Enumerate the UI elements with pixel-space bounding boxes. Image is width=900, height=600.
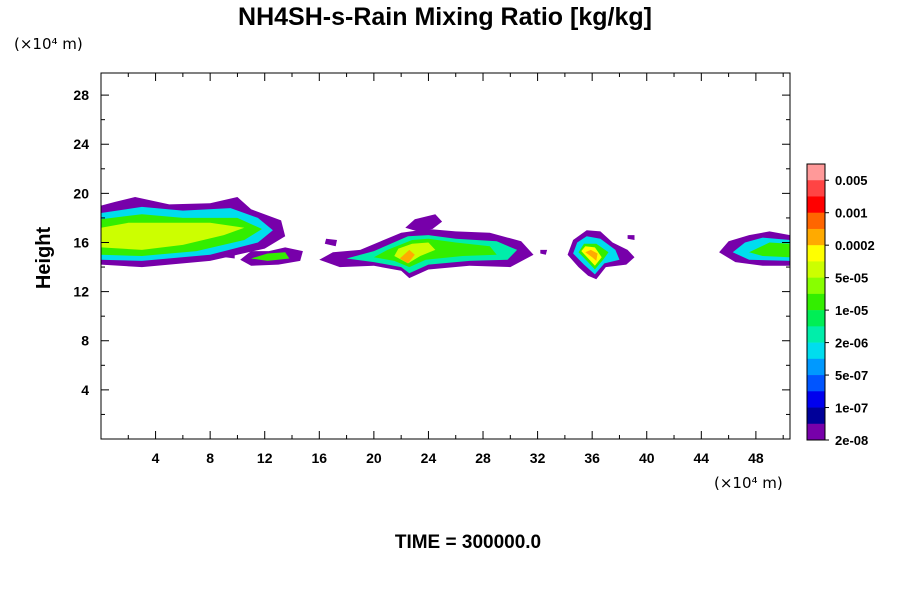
contour-patch-small-level-0 bbox=[627, 235, 635, 240]
colorbar-swatch bbox=[807, 358, 825, 376]
y-tick-label: 4 bbox=[81, 382, 89, 398]
contour-cloud-c-level-12 bbox=[399, 249, 415, 264]
colorbar-swatch bbox=[807, 164, 825, 181]
colorbar: 0.005 0.001 0.0002 5e-05 1e-05 2e-06 5e-07 1e-0… bbox=[806, 163, 875, 448]
contour-patch-small-level-0 bbox=[540, 249, 548, 255]
contour-patch-top-level-0 bbox=[405, 214, 443, 232]
contour-cloud-d-level-12 bbox=[585, 249, 598, 261]
colorbar-swatch bbox=[807, 196, 825, 214]
contour-regions bbox=[101, 197, 790, 280]
y-axis-label: Height bbox=[33, 227, 55, 290]
colorbar-swatch bbox=[807, 245, 825, 262]
y-tick-label: 12 bbox=[73, 284, 89, 300]
chart-title: NH4SH-s-Rain Mixing Ratio [kg/kg] bbox=[238, 3, 652, 31]
y-tick-label: 20 bbox=[73, 185, 89, 201]
colorbar-swatch bbox=[807, 277, 825, 295]
y-tick-label: 24 bbox=[73, 136, 89, 152]
colorbar-swatch bbox=[807, 375, 825, 392]
colorbar-swatch bbox=[807, 310, 825, 327]
x-tick-label: 4 bbox=[152, 450, 160, 466]
x-tick-label: 8 bbox=[206, 450, 214, 466]
x-tick-label: 12 bbox=[257, 450, 273, 466]
colorbar-frame bbox=[806, 163, 826, 441]
colorbar-label: 0.0002 bbox=[835, 238, 875, 253]
x-tick-label: 36 bbox=[584, 450, 600, 466]
colorbar-swatch bbox=[807, 342, 825, 360]
x-tick-label: 24 bbox=[421, 450, 437, 466]
x-unit-label: (×10⁴ m) bbox=[714, 474, 783, 492]
colorbar-swatch bbox=[807, 407, 825, 425]
x-tick-label: 48 bbox=[748, 450, 764, 466]
contour-cloud-b-level-8 bbox=[251, 252, 290, 261]
colorbar-swatch bbox=[807, 423, 825, 441]
colorbar-swatch bbox=[807, 293, 825, 311]
colorbar-label: 0.005 bbox=[835, 173, 868, 188]
colorbar-swatch bbox=[807, 391, 825, 408]
contour-patch-small-level-0 bbox=[225, 253, 235, 259]
colorbar-label: 2e-08 bbox=[835, 433, 868, 448]
colorbar-swatch bbox=[807, 326, 825, 343]
x-tick-label: 28 bbox=[475, 450, 491, 466]
time-label: TIME = 300000.0 bbox=[395, 532, 541, 553]
y-tick-label: 16 bbox=[73, 234, 89, 250]
x-tick-label: 32 bbox=[530, 450, 546, 466]
plot-frame bbox=[100, 72, 791, 440]
x-tick-label: 16 bbox=[312, 450, 328, 466]
colorbar-swatch bbox=[807, 261, 825, 278]
x-tick-label: 44 bbox=[694, 450, 710, 466]
colorbar-label: 5e-07 bbox=[835, 368, 868, 383]
colorbar-swatch bbox=[807, 180, 825, 197]
colorbar-label: 5e-05 bbox=[835, 271, 868, 286]
x-tick-label: 40 bbox=[639, 450, 655, 466]
colorbar-label: 2e-06 bbox=[835, 336, 868, 351]
colorbar-label: 1e-07 bbox=[835, 401, 868, 416]
y-tick-label: 8 bbox=[81, 333, 89, 349]
colorbar-swatch bbox=[807, 228, 825, 246]
colorbar-label: 0.001 bbox=[835, 206, 868, 221]
x-tick-label: 20 bbox=[366, 450, 382, 466]
y-tick-label: 28 bbox=[73, 87, 89, 103]
colorbar-swatch bbox=[807, 212, 825, 230]
y-unit-label: (×10⁴ m) bbox=[14, 35, 83, 53]
contour-patch-small-level-0 bbox=[324, 238, 337, 247]
contour-cloud-e-level-8 bbox=[749, 242, 790, 258]
colorbar-label: 1e-05 bbox=[835, 303, 868, 318]
contour-cloud-a-level-10 bbox=[101, 222, 245, 250]
